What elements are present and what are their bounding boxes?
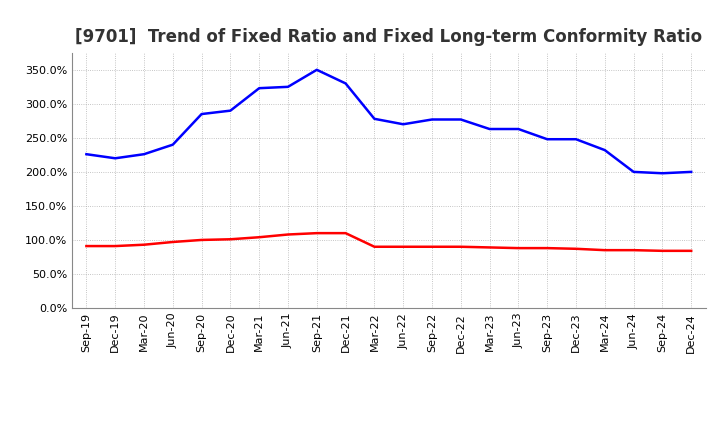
Fixed Ratio xyxy=(514,126,523,132)
Fixed Long-term Conformity Ratio xyxy=(543,246,552,251)
Fixed Ratio xyxy=(341,81,350,86)
Fixed Ratio xyxy=(629,169,638,175)
Fixed Long-term Conformity Ratio xyxy=(140,242,148,247)
Fixed Ratio xyxy=(543,136,552,142)
Fixed Ratio xyxy=(572,136,580,142)
Fixed Ratio xyxy=(197,111,206,117)
Fixed Long-term Conformity Ratio xyxy=(197,237,206,242)
Fixed Long-term Conformity Ratio xyxy=(485,245,494,250)
Fixed Long-term Conformity Ratio xyxy=(82,243,91,249)
Fixed Long-term Conformity Ratio xyxy=(629,248,638,253)
Fixed Ratio xyxy=(456,117,465,122)
Fixed Long-term Conformity Ratio xyxy=(658,248,667,253)
Fixed Long-term Conformity Ratio xyxy=(399,244,408,249)
Fixed Long-term Conformity Ratio xyxy=(168,239,177,245)
Title: [9701]  Trend of Fixed Ratio and Fixed Long-term Conformity Ratio: [9701] Trend of Fixed Ratio and Fixed Lo… xyxy=(75,28,703,46)
Fixed Long-term Conformity Ratio xyxy=(428,244,436,249)
Fixed Long-term Conformity Ratio xyxy=(341,231,350,236)
Fixed Ratio xyxy=(370,116,379,121)
Fixed Long-term Conformity Ratio xyxy=(600,248,609,253)
Fixed Long-term Conformity Ratio xyxy=(370,244,379,249)
Fixed Ratio xyxy=(284,84,292,89)
Fixed Ratio xyxy=(82,151,91,157)
Fixed Ratio xyxy=(226,108,235,113)
Fixed Long-term Conformity Ratio xyxy=(687,248,696,253)
Fixed Ratio xyxy=(255,85,264,91)
Fixed Long-term Conformity Ratio xyxy=(255,235,264,240)
Fixed Ratio xyxy=(312,67,321,73)
Fixed Ratio xyxy=(399,121,408,127)
Fixed Ratio xyxy=(600,147,609,153)
Fixed Ratio xyxy=(168,142,177,147)
Fixed Long-term Conformity Ratio xyxy=(226,237,235,242)
Fixed Ratio xyxy=(485,126,494,132)
Fixed Ratio xyxy=(687,169,696,175)
Line: Fixed Ratio: Fixed Ratio xyxy=(86,70,691,173)
Fixed Long-term Conformity Ratio xyxy=(572,246,580,251)
Fixed Long-term Conformity Ratio xyxy=(312,231,321,236)
Fixed Long-term Conformity Ratio xyxy=(111,243,120,249)
Fixed Ratio xyxy=(111,156,120,161)
Fixed Ratio xyxy=(140,151,148,157)
Fixed Ratio xyxy=(428,117,436,122)
Fixed Ratio xyxy=(658,171,667,176)
Fixed Long-term Conformity Ratio xyxy=(514,246,523,251)
Fixed Long-term Conformity Ratio xyxy=(456,244,465,249)
Fixed Long-term Conformity Ratio xyxy=(284,232,292,237)
Line: Fixed Long-term Conformity Ratio: Fixed Long-term Conformity Ratio xyxy=(86,233,691,251)
